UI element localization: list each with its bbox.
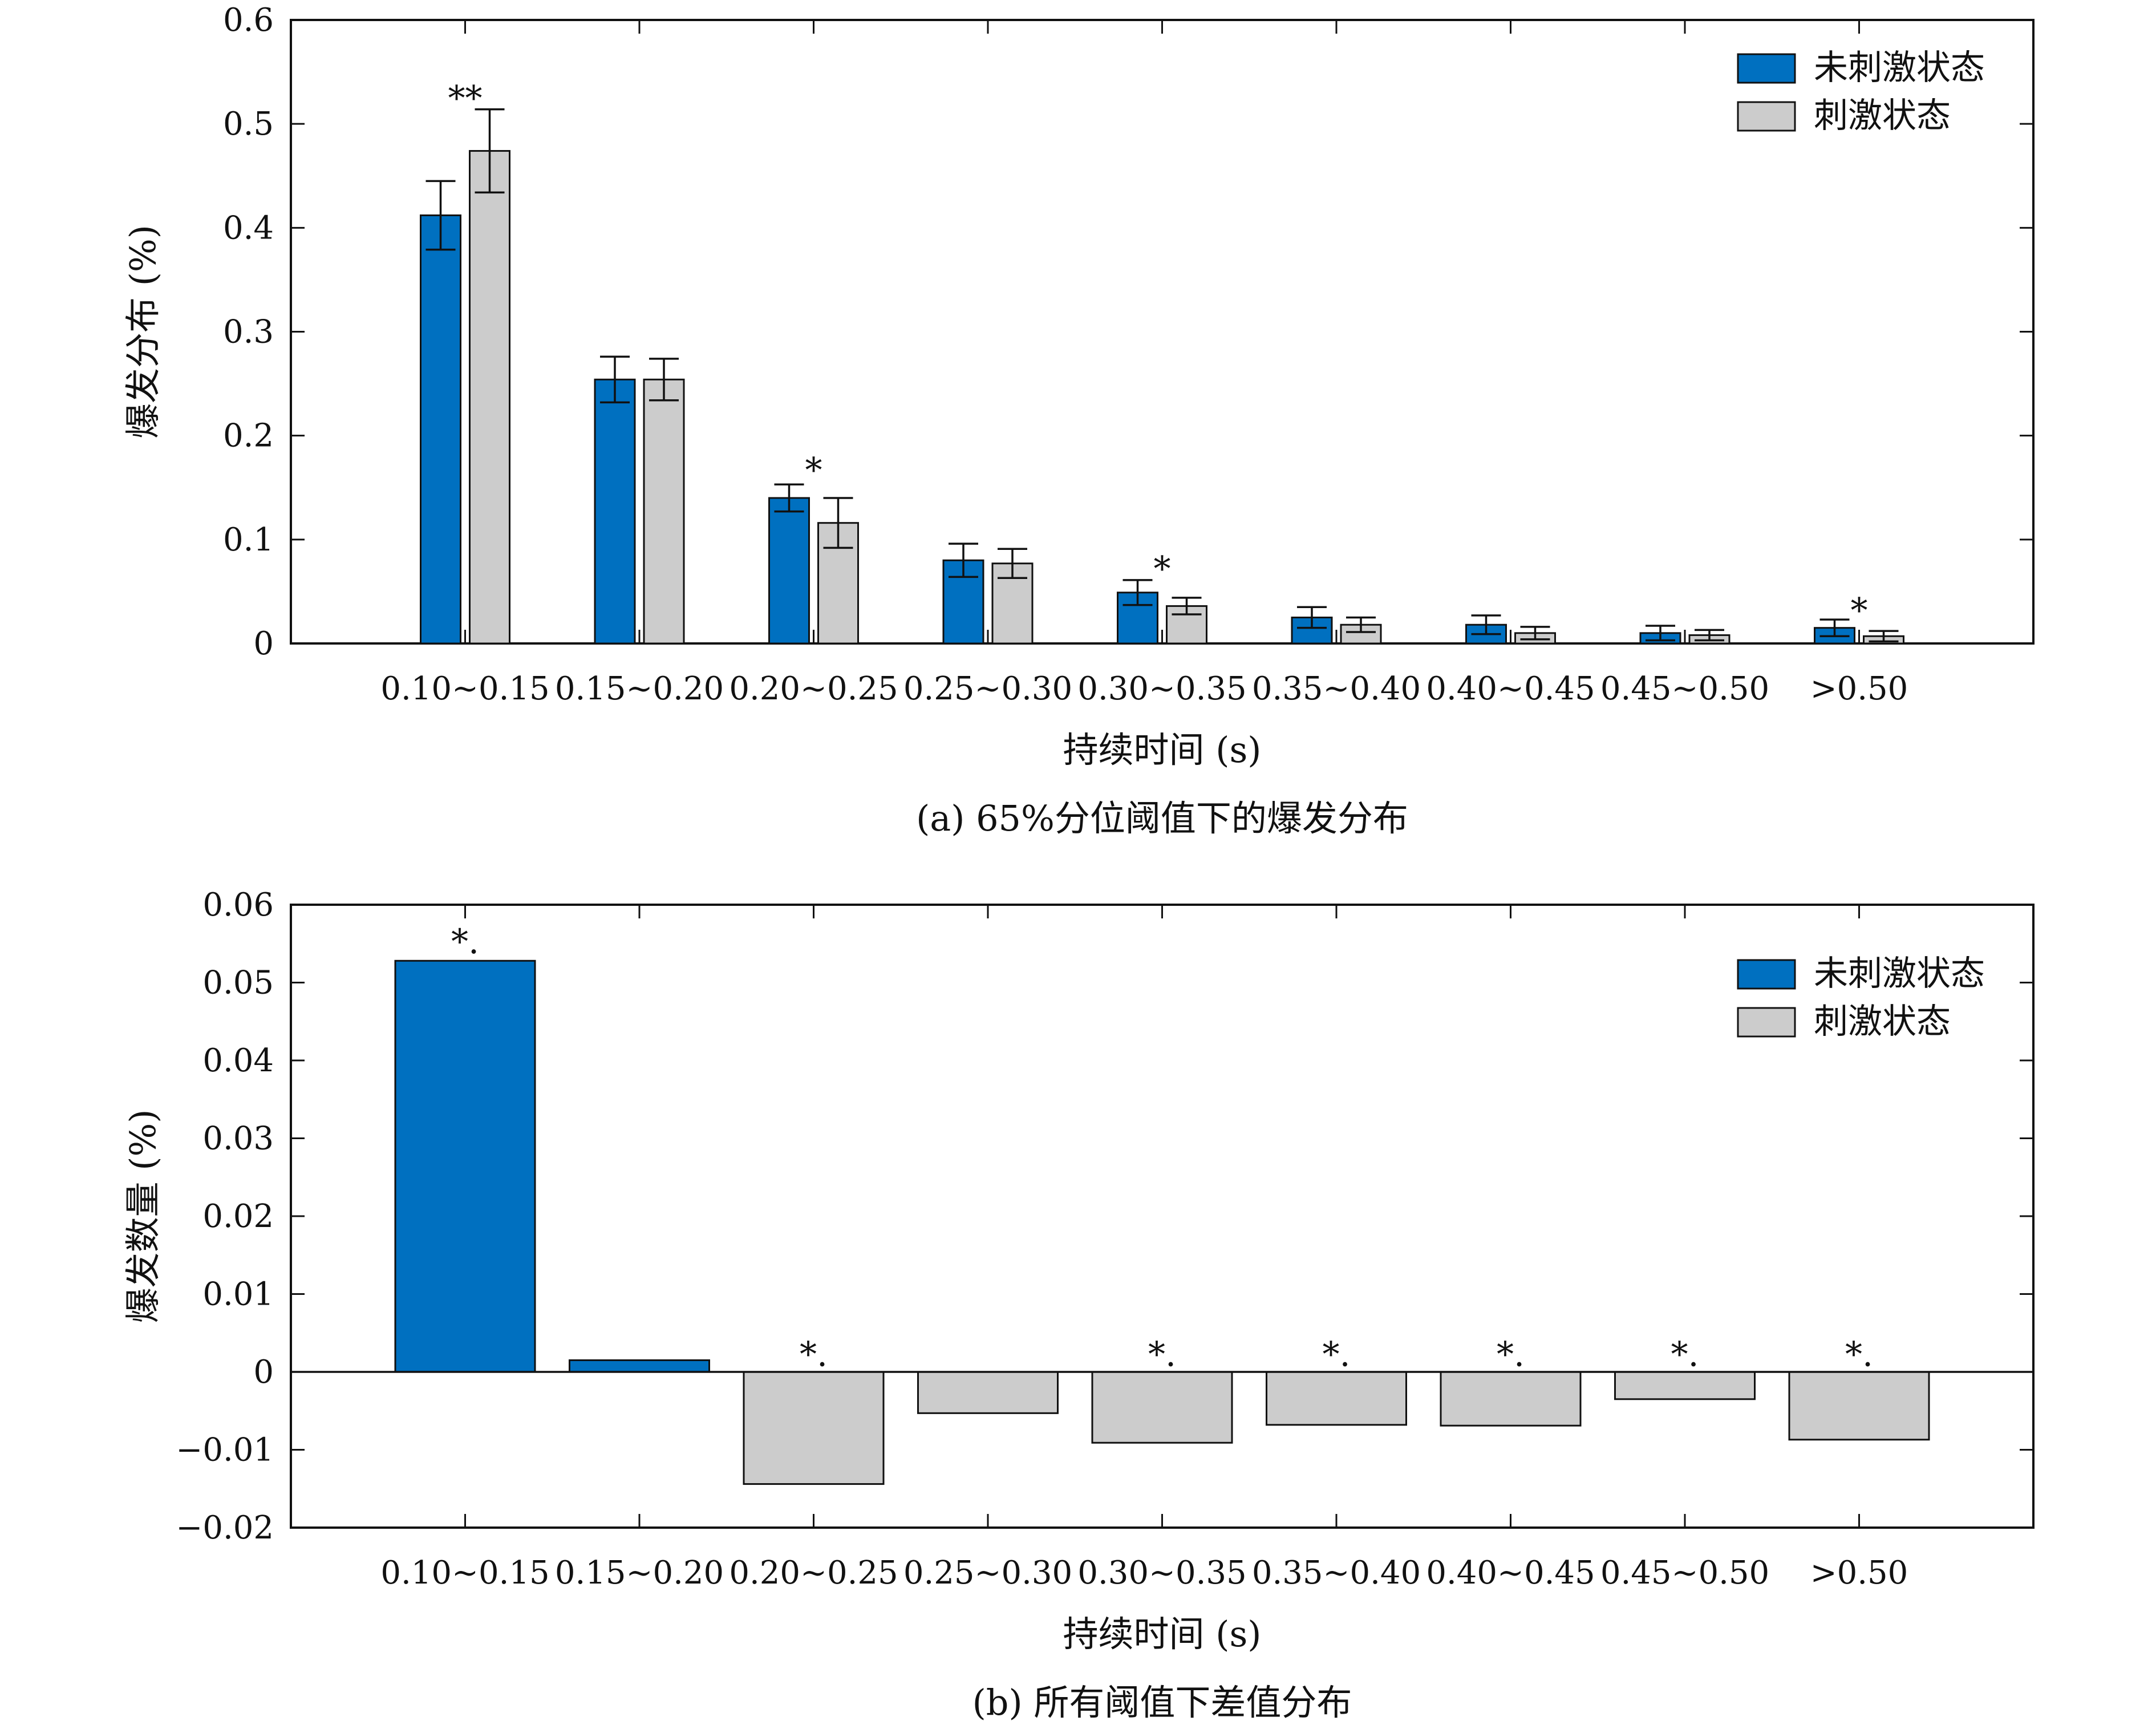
chart-a-xtick-label: 0.35~0.40 [1252,670,1421,707]
chart-b-bar [394,959,536,1373]
chart-b-bar [1440,1371,1582,1427]
chart-b-ytick-label: 0.05 [202,965,274,1002]
chart-b-significance-marker: *. [1148,1335,1176,1375]
chart-b-significance-marker: *. [800,1335,828,1375]
chart-b-xtick-label: 0.25~0.30 [903,1554,1072,1592]
chart-b-xtick-label: >0.50 [1810,1554,1908,1592]
chart-b-bar [1788,1371,1930,1441]
chart-a-significance-marker: * [1154,549,1171,589]
chart-a-ytick-label: 0.4 [223,209,274,246]
chart-b-bar [917,1371,1059,1414]
chart-a-xtick-label: 0.40~0.45 [1426,670,1595,707]
chart-a-ytick-label: 0.5 [223,106,274,143]
chart-a-bar-unstimulated [768,497,810,645]
chart-a-ytick-label: 0.3 [223,314,274,351]
chart-a-ytick-label: 0.2 [223,418,274,455]
chart-b-legend-swatch [1737,959,1796,990]
chart-a-ytick-label: 0 [253,625,274,662]
chart-b-legend-swatch [1737,1007,1796,1038]
chart-a-significance-marker: * [805,451,822,491]
chart-b-bar [1266,1371,1407,1426]
chart-b-y-axis-title: 爆发数量 (%) [122,1109,164,1323]
chart-b-xtick-label: 0.35~0.40 [1252,1554,1421,1592]
chart-b-significance-marker: *. [1671,1335,1699,1375]
chart-a-bar-unstimulated [594,378,636,645]
chart-b-ytick-label: 0.01 [202,1276,274,1313]
chart-b-significance-marker: *. [1845,1335,1873,1375]
chart-a-xtick-label: 0.15~0.20 [555,670,724,707]
chart-a-xtick-label: 0.30~0.35 [1077,670,1246,707]
chart-a-xtick-label: >0.50 [1810,670,1908,707]
chart-b-xtick-label: 0.45~0.50 [1600,1554,1769,1592]
chart-b-caption: (b) 所有阈值下差值分布 [972,1682,1352,1723]
chart-b-bar [569,1359,710,1373]
chart-b-significance-marker: *. [451,922,479,962]
chart-b-ytick-label: 0 [253,1354,274,1391]
chart-b-ytick-label: −0.02 [176,1509,274,1546]
chart-b-ytick-label: 0.03 [202,1120,274,1157]
chart-a-legend-swatch [1737,101,1796,132]
chart-b-xtick-label: 0.10~0.15 [380,1554,549,1592]
chart-b-difference-distribution: −0.02 −0.01 0 0.01 0.02 0.03 0.04 0.05 0.06 0.10~… [122,886,2035,1723]
chart-a-bar-stimulated [469,150,510,645]
chart-a-ytick-label: 0.6 [223,2,274,39]
chart-b-xtick-label: 0.40~0.45 [1426,1554,1595,1592]
chart-a-burst-distribution: 00.10.20.30.40.50.60.10~0.15 0.15~0.20 0.2… [122,2,2035,839]
chart-b-ytick-label: 0.04 [202,1042,274,1079]
chart-b-x-axis-title: 持续时间 (s) [1063,1613,1262,1655]
chart-b-ytick-label: 0.06 [202,886,274,924]
chart-a-significance-marker: ** [448,79,483,119]
chart-b-xtick-label: 0.15~0.20 [555,1554,724,1592]
chart-a-significance-marker: * [1851,591,1868,631]
chart-b-ytick-label: −0.01 [176,1432,274,1469]
chart-b-bar [1614,1371,1756,1400]
chart-a-legend-label: 刺激状态 [1814,96,1951,136]
chart-b-significance-marker: *. [1497,1335,1525,1375]
chart-a-legend-label: 未刺激状态 [1814,48,1985,88]
chart-a-legend-swatch [1737,53,1796,84]
chart-a-xtick-label: 0.10~0.15 [380,670,549,707]
chart-a-x-axis-title: 持续时间 (s) [1063,729,1262,771]
chart-a-bar-stimulated [643,378,685,645]
chart-a-bar-unstimulated [420,214,461,645]
chart-a-caption: (a) 65%分位阈值下的爆发分布 [916,797,1408,839]
chart-b-legend-label: 刺激状态 [1814,1002,1951,1042]
chart-b-significance-marker: *. [1322,1335,1350,1375]
chart-b-legend-label: 未刺激状态 [1814,954,1985,994]
chart-a-xtick-label: 0.45~0.50 [1600,670,1769,707]
chart-b-ytick-label: 0.02 [202,1198,274,1235]
chart-a-xtick-label: 0.20~0.25 [729,670,898,707]
chart-b-xtick-label: 0.20~0.25 [729,1554,898,1592]
chart-a-ytick-label: 0.1 [223,521,274,558]
chart-a-xtick-label: 0.25~0.30 [903,670,1072,707]
chart-b-xtick-label: 0.30~0.35 [1077,1554,1246,1592]
chart-b-bar [743,1371,885,1485]
chart-b-bar [1091,1371,1233,1444]
chart-a-y-axis-title: 爆发分布 (%) [122,225,164,439]
